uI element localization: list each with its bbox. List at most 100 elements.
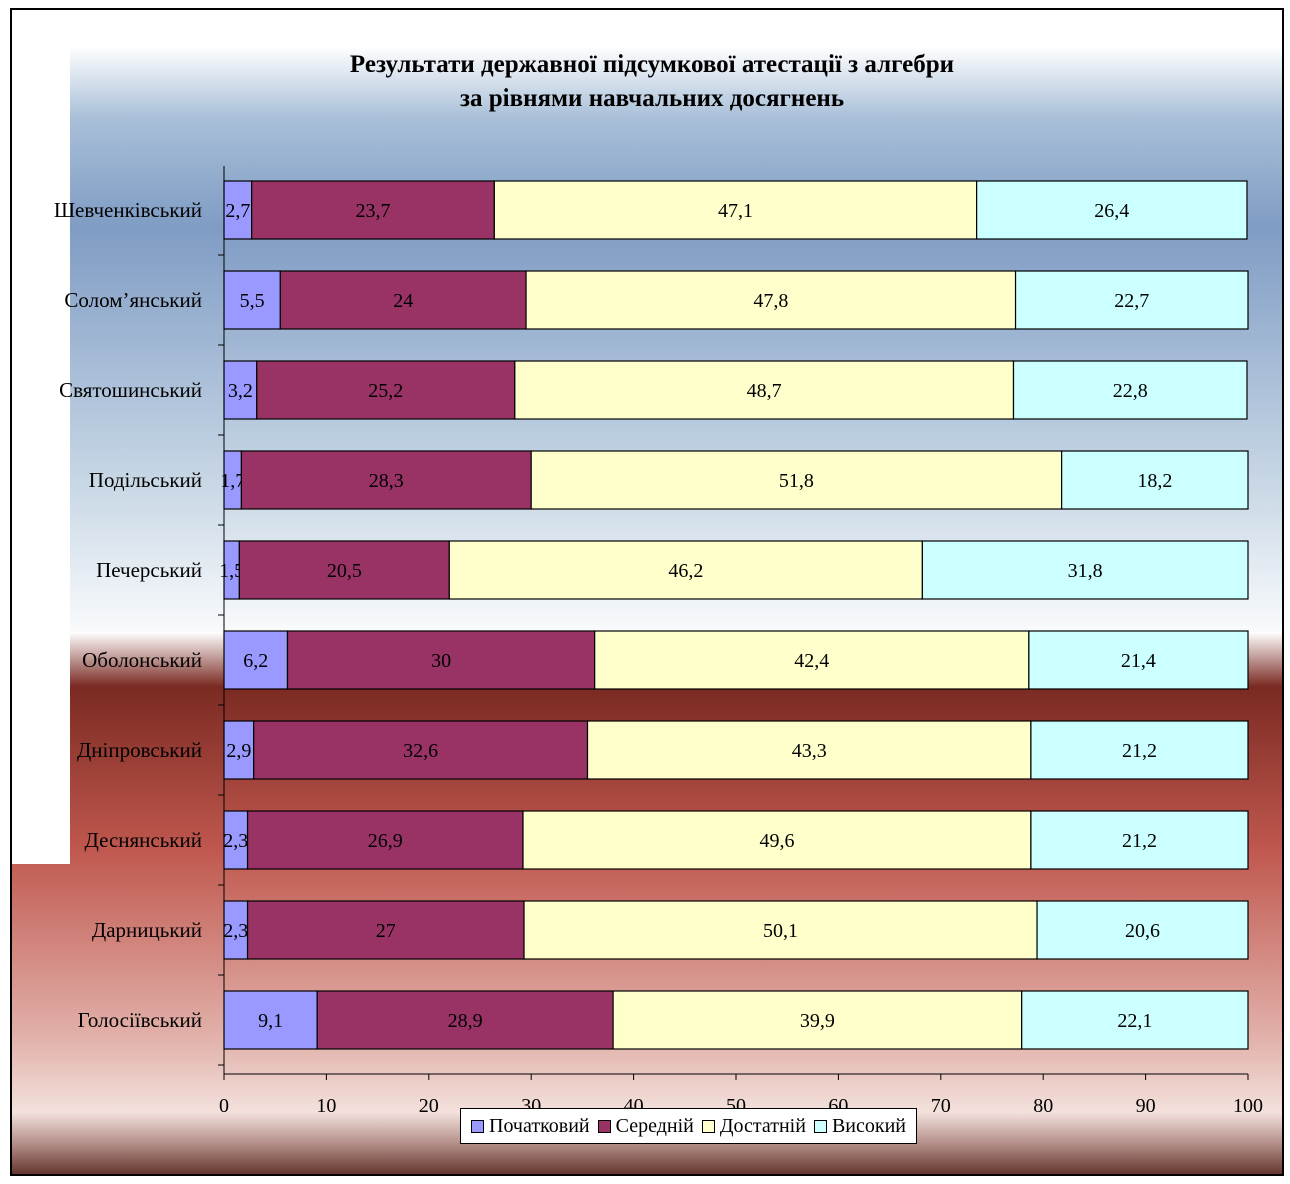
data-label: 21,2 — [1122, 830, 1157, 852]
x-tick-label: 90 — [1136, 1095, 1156, 1117]
bar-segment — [223, 990, 318, 1050]
bar-segment — [223, 180, 253, 240]
bar-segment — [240, 450, 532, 510]
data-label: 21,2 — [1122, 740, 1157, 762]
category-label: Деснянський — [85, 828, 202, 852]
data-label: 20,5 — [327, 560, 362, 582]
data-label: 30 — [431, 650, 451, 672]
legend-item: Середній — [597, 1114, 694, 1138]
data-label: 48,7 — [747, 380, 782, 402]
bar-segment — [530, 450, 1063, 510]
bar-segment — [1030, 810, 1249, 870]
bar-segment — [612, 990, 1023, 1050]
legend-swatch — [701, 1119, 715, 1133]
data-label: 1,7 — [220, 470, 245, 492]
data-label: 28,3 — [369, 470, 404, 492]
chart-subtitle: за рівнями навчальних досягнень — [459, 85, 845, 112]
data-label: 32,6 — [403, 740, 438, 762]
category-label: Шевченківський — [54, 198, 202, 222]
data-label: 26,9 — [368, 830, 403, 852]
data-label: 31,8 — [1068, 560, 1103, 582]
x-tick-label: 0 — [219, 1095, 229, 1117]
data-label: 2,9 — [226, 740, 251, 762]
category-label: Голосіївський — [78, 1008, 202, 1032]
bar-segment — [493, 180, 978, 240]
bar-segment — [223, 270, 281, 330]
data-label: 22,7 — [1114, 290, 1149, 312]
bar-segment — [976, 180, 1248, 240]
data-label: 22,1 — [1117, 1010, 1152, 1032]
category-label: Оболонський — [82, 648, 202, 672]
legend-label: Початковий — [489, 1114, 590, 1137]
chart-title: Результати державної підсумкової атестац… — [349, 51, 955, 78]
data-label: 1,5 — [219, 560, 244, 582]
data-label: 47,1 — [718, 200, 753, 222]
bar-segment — [256, 360, 516, 420]
x-tick-label: 100 — [1233, 1095, 1263, 1117]
bar-segment — [514, 360, 1015, 420]
data-label: 47,8 — [753, 290, 788, 312]
x-tick-label: 70 — [931, 1095, 951, 1117]
data-label: 51,8 — [779, 470, 814, 492]
bar-segment — [594, 630, 1030, 690]
data-label: 50,1 — [763, 920, 798, 942]
bar-segment — [279, 270, 527, 330]
data-label: 25,2 — [368, 380, 403, 402]
bar-segment — [253, 720, 589, 780]
x-tick-label: 20 — [419, 1095, 439, 1117]
bar-segment — [525, 270, 1017, 330]
bar-segment — [246, 810, 524, 870]
bar-segment — [1030, 720, 1249, 780]
data-label: 42,4 — [794, 650, 829, 672]
data-label: 2,3 — [223, 920, 248, 942]
x-tick-label: 10 — [316, 1095, 336, 1117]
legend-label: Середній — [615, 1114, 694, 1137]
bar-segment — [1012, 360, 1248, 420]
category-label: Дарницький — [92, 918, 202, 942]
data-label: 28,9 — [448, 1010, 483, 1032]
bar-segment — [1061, 450, 1249, 510]
bar-segment — [223, 360, 258, 420]
bar-segment — [246, 900, 525, 960]
category-label: Солом’янський — [64, 288, 202, 312]
bar-segment — [223, 630, 289, 690]
category-label: Дніпровський — [77, 738, 202, 762]
bar-segment — [251, 180, 495, 240]
bar-segment — [1028, 630, 1249, 690]
data-label: 27 — [376, 920, 396, 942]
chart-title-block: Результати державної підсумкової атестац… — [72, 48, 1232, 116]
data-label: 26,4 — [1094, 200, 1129, 222]
legend-item: Високий — [813, 1115, 906, 1138]
bar-segment — [1021, 990, 1249, 1050]
bar-segment — [223, 720, 255, 780]
bar-segment — [316, 990, 614, 1050]
legend-label: Достатній — [719, 1114, 806, 1137]
data-label: 46,2 — [668, 560, 703, 582]
legend-item: Достатній — [701, 1114, 806, 1138]
category-label: Подільський — [89, 468, 202, 492]
data-label: 21,4 — [1121, 650, 1156, 672]
legend: Початковий Середній Достатній Високий — [460, 1108, 917, 1144]
data-label: 20,6 — [1125, 920, 1160, 942]
data-label: 23,7 — [355, 200, 390, 222]
data-label: 49,6 — [759, 830, 794, 852]
bar-segment — [1036, 900, 1249, 960]
bar-segment — [921, 540, 1249, 600]
category-label: Святошинський — [59, 378, 202, 402]
legend-swatch — [471, 1119, 484, 1133]
data-label: 2,3 — [223, 830, 248, 852]
data-label: 9,1 — [258, 1010, 283, 1032]
data-label: 3,2 — [228, 380, 253, 402]
bar-segment — [1014, 270, 1249, 330]
data-label: 2,7 — [225, 200, 250, 222]
data-label: 43,3 — [792, 740, 827, 762]
legend-swatch — [813, 1119, 827, 1133]
data-label: 24 — [393, 290, 413, 312]
chart-frame: Результати державної підсумкової атестац… — [10, 8, 1284, 1176]
data-label: 18,2 — [1137, 470, 1172, 492]
legend-swatch — [597, 1119, 611, 1133]
bar-segment — [523, 900, 1038, 960]
legend-item: Початковий — [471, 1115, 590, 1138]
category-label: Печерський — [96, 558, 202, 582]
